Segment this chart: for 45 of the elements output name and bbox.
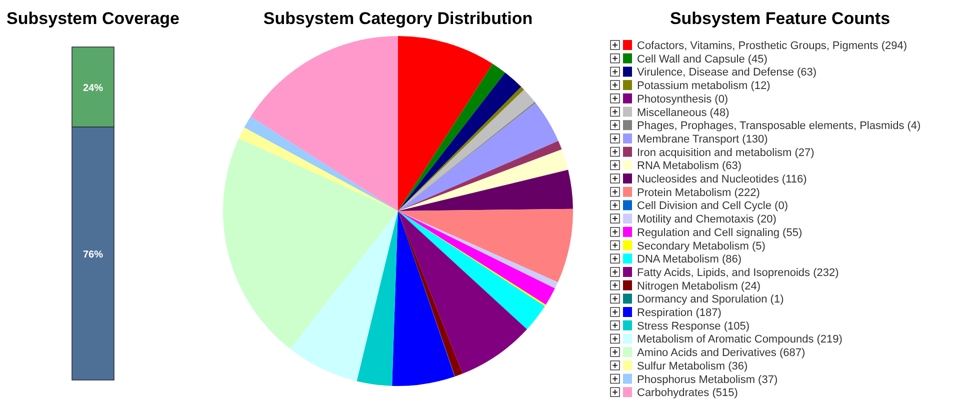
legend-label: Sulfur Metabolism (36) [637, 360, 748, 372]
legend-label: Cell Division and Cell Cycle (0) [637, 200, 788, 212]
legend-label: Stress Response (105) [637, 320, 750, 332]
pie-slice [223, 138, 398, 349]
legend-label: Nitrogen Metabolism (24) [637, 280, 760, 292]
data-label: 76% [82, 249, 104, 260]
legend-label: Dormancy and Sporulation (1) [637, 294, 784, 306]
pie-slice [398, 149, 568, 211]
pie-slice [356, 211, 398, 386]
chart-title: Subsystem Coverage [6, 9, 180, 28]
legend-label: Phosphorus Metabolism (37) [637, 374, 778, 386]
legend-label: Respiration (187) [637, 307, 722, 319]
legend-label: Virulence, Disease and Defense (63) [637, 66, 817, 79]
pie-slice [398, 170, 573, 211]
pie-slice [250, 36, 398, 211]
chart-title: Subsystem Category Distribution [263, 9, 533, 28]
legend-label: Miscellaneous (48) [637, 106, 730, 119]
pie-slice [398, 211, 545, 330]
legend-label: Membrane Transport (130) [637, 133, 768, 146]
legend-label: Secondary Metabolism (5) [637, 240, 766, 252]
pie-slice [290, 211, 398, 382]
legend-label: Fatty Acids, Lipids, and Isoprenoids (232) [637, 266, 839, 279]
legend-label: Photosynthesis (0) [637, 93, 728, 106]
legend-title: Subsystem Feature Counts [670, 9, 890, 28]
legend-label: Nucleosides and Nucleotides (116) [637, 174, 807, 186]
legend-label: DNA Metabolism (86) [637, 254, 742, 266]
legend-label: Metabolism of Aromatic Compounds (219) [637, 334, 842, 346]
pie-slice [398, 211, 528, 374]
legend-label: Protein Metabolism (222) [637, 186, 760, 199]
legend-label: Carbohydrates (515) [637, 387, 738, 400]
legend-label: Phages, Prophages, Transposable elements, Plasmids (4) [637, 120, 921, 132]
legend-label: RNA Metabolism (63) [637, 160, 742, 172]
legend-label: Cell Wall and Capsule (45) [637, 53, 768, 66]
data-label: 24% [82, 82, 104, 94]
legend-label: Potassium metabolism (12) [637, 80, 770, 92]
legend-label: Regulation and Cell signaling (55) [637, 226, 802, 239]
pie-slice [398, 211, 558, 288]
pie-slice [398, 36, 493, 211]
legend-label: Motility and Chemotaxis (20) [637, 214, 776, 226]
legend-label: Cofactors, Vitamins, Prosthetic Groups, Pigments (294) [637, 40, 908, 52]
pie-slice [398, 208, 573, 282]
legend-label: Iron acquisition and metabolism (27) [637, 146, 814, 159]
pie-slice [398, 64, 506, 211]
legend-label: Amino Acids and Derivatives (687) [637, 347, 806, 360]
pie-slice [398, 140, 562, 211]
